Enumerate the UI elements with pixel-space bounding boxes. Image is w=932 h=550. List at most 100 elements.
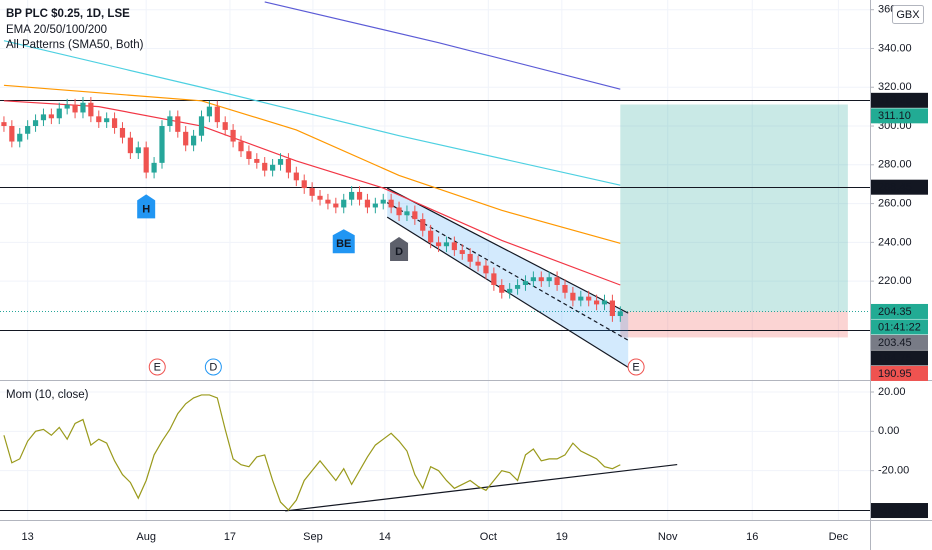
price-tag (871, 334, 928, 350)
ema-line (3, 40, 621, 186)
x-tick-label: 14 (379, 531, 391, 543)
candle-body (325, 199, 331, 204)
candle-body (586, 296, 592, 301)
candle-body (214, 106, 220, 123)
candle-body (135, 147, 141, 154)
candle-body (538, 277, 544, 282)
candle-body (175, 116, 181, 132)
price-tag-label: 01:41:22 (878, 321, 921, 333)
candle-body (372, 203, 378, 208)
candle-body (443, 242, 450, 247)
momentum-title: Mom (10, close) (6, 389, 89, 401)
x-tick-label: Dec (829, 531, 849, 543)
candle-body (601, 300, 608, 305)
pattern-label: BE (336, 238, 351, 250)
y-tick-label: 0.00 (878, 425, 899, 437)
y-tick-label: 320.00 (878, 81, 912, 93)
candle-body (167, 116, 173, 127)
price-tag-label: 204.35 (878, 306, 912, 318)
x-tick-label: Aug (136, 531, 156, 543)
candle-body (254, 158, 260, 163)
event-label: E (154, 361, 161, 373)
x-tick-label: 13 (22, 531, 34, 543)
axes: 13 Aug 17 Sep 14 Oct 19 Nov 16 Dec 220.00 240.00 260… (22, 4, 928, 543)
candle-body (206, 106, 213, 117)
candle-body (388, 199, 394, 208)
y-tick-label: 20.00 (878, 386, 906, 398)
y-tick-label: 340.00 (878, 42, 912, 54)
channel-fill (387, 188, 629, 368)
candle-body (554, 277, 560, 285)
price-tag (871, 108, 928, 124)
candle-body (40, 114, 47, 121)
candle-body (198, 116, 205, 136)
price-tag-label: 203.45 (878, 337, 912, 349)
candle-body (262, 162, 268, 171)
candle-body (183, 131, 189, 146)
candle-body (222, 122, 228, 130)
candle-body (491, 273, 497, 285)
candle-body (364, 199, 371, 208)
main-pane: H BE D E D E (0, 1, 870, 376)
candle-body (546, 277, 552, 282)
pattern-marker (332, 229, 355, 254)
momentum-line (3, 394, 621, 511)
y-tick-label: 220.00 (878, 275, 912, 287)
channel-line (386, 187, 629, 314)
candle-body (151, 162, 157, 173)
candle-body (570, 292, 576, 301)
candle-body (333, 203, 339, 208)
candle-body (238, 141, 244, 152)
y-tick-label: -20.00 (878, 465, 909, 477)
candle-body (459, 250, 465, 254)
candle-body (190, 135, 197, 146)
event-label: D (209, 361, 217, 373)
candle-body (428, 230, 434, 243)
channel-line (386, 202, 629, 341)
candle-body (562, 285, 568, 293)
indicator-label: EMA 20/50/100/200 (6, 24, 107, 36)
candle-body (522, 281, 529, 285)
event-marker (148, 358, 166, 376)
candle-body (507, 288, 513, 293)
ema-line (3, 84, 621, 244)
currency-label[interactable]: GBX (896, 9, 920, 21)
candle-body (56, 108, 62, 119)
pattern-label: D (395, 246, 403, 258)
ema-line (3, 100, 621, 286)
pattern-marker (390, 237, 409, 262)
candle-body (72, 104, 78, 113)
candle-body (514, 285, 521, 289)
price-tag (871, 365, 928, 381)
price-tag-label: 311.10 (878, 110, 911, 122)
candle-body (380, 199, 386, 204)
candle-body (159, 126, 165, 163)
price-tag-label: 313.25 (878, 95, 912, 107)
y-tick-label: 260.00 (878, 197, 912, 209)
candle-body (578, 296, 584, 301)
candle-body (467, 253, 473, 262)
price-tag (871, 303, 928, 319)
currency-box[interactable] (892, 5, 924, 24)
momentum-pane (0, 394, 870, 512)
candle-body (80, 102, 86, 113)
price-tag (871, 503, 928, 519)
candle-body (143, 147, 149, 173)
candle-body (127, 137, 133, 154)
candle-body (32, 120, 39, 127)
candle-body (48, 114, 54, 119)
candle-body (404, 211, 410, 216)
event-marker (627, 358, 645, 376)
candle-body (475, 261, 481, 266)
price-tag-label: 194.75 (878, 352, 912, 364)
candle-body (317, 195, 323, 200)
candle-body (64, 104, 70, 109)
candle-body (246, 151, 252, 159)
candle-body (435, 242, 442, 247)
candle-body (356, 191, 363, 200)
candle-body (301, 180, 307, 189)
price-tag (871, 179, 928, 195)
candle-body (451, 242, 457, 251)
candle-body (111, 118, 118, 128)
chart-title: BP PLC $0.25, 1D, LSE (6, 8, 130, 20)
